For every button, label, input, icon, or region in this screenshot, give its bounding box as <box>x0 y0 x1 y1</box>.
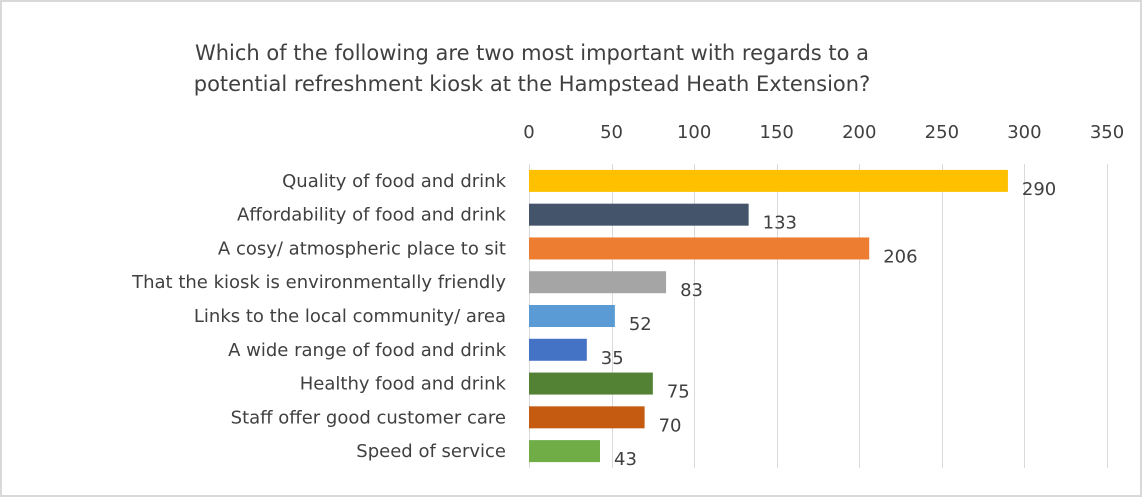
bar-3 <box>529 237 870 260</box>
category-label-7: Healthy food and drink <box>300 374 507 395</box>
data-label-3: 206 <box>883 246 917 267</box>
category-label-9: Speed of service <box>356 441 506 462</box>
x-tick-label-200: 200 <box>842 122 876 143</box>
data-label-7: 75 <box>667 382 690 403</box>
category-label-1: Quality of food and drink <box>282 171 506 192</box>
bar-2 <box>529 203 749 226</box>
data-label-9: 43 <box>614 449 637 470</box>
bar-6 <box>529 338 587 361</box>
category-label-2: Affordability of food and drink <box>237 205 507 226</box>
bar-7 <box>529 372 653 395</box>
data-label-4: 83 <box>680 280 703 301</box>
data-label-6: 35 <box>601 348 624 369</box>
category-label-4: That the kiosk is environmentally friend… <box>131 272 506 293</box>
data-label-8: 70 <box>659 415 682 436</box>
x-tick-label-0: 0 <box>523 122 534 143</box>
category-label-8: Staff offer good customer care <box>231 407 506 428</box>
bar-8 <box>529 406 645 429</box>
data-label-2: 133 <box>763 213 797 234</box>
bar-4 <box>529 271 667 294</box>
data-label-1: 290 <box>1022 179 1056 200</box>
chart-title-line-1: Which of the following are two most impo… <box>194 41 870 65</box>
x-tick-label-50: 50 <box>600 122 623 143</box>
chart-title: Which of the following are two most impo… <box>82 38 982 100</box>
bar-9 <box>529 440 601 463</box>
chart-title-line-2: potential refreshment kiosk at the Hamps… <box>193 72 871 96</box>
category-label-6: A wide range of food and drink <box>228 340 506 361</box>
category-label-5: Links to the local community/ area <box>194 306 506 327</box>
data-label-5: 52 <box>629 314 652 335</box>
bar-1 <box>529 169 1008 192</box>
category-label-3: A cosy/ atmospheric place to sit <box>218 238 506 259</box>
x-tick-label-350: 350 <box>1090 122 1124 143</box>
x-tick-label-250: 250 <box>925 122 959 143</box>
x-tick-label-300: 300 <box>1007 122 1041 143</box>
x-tick-label-150: 150 <box>760 122 794 143</box>
bar-5 <box>529 305 615 327</box>
x-tick-label-100: 100 <box>677 122 711 143</box>
